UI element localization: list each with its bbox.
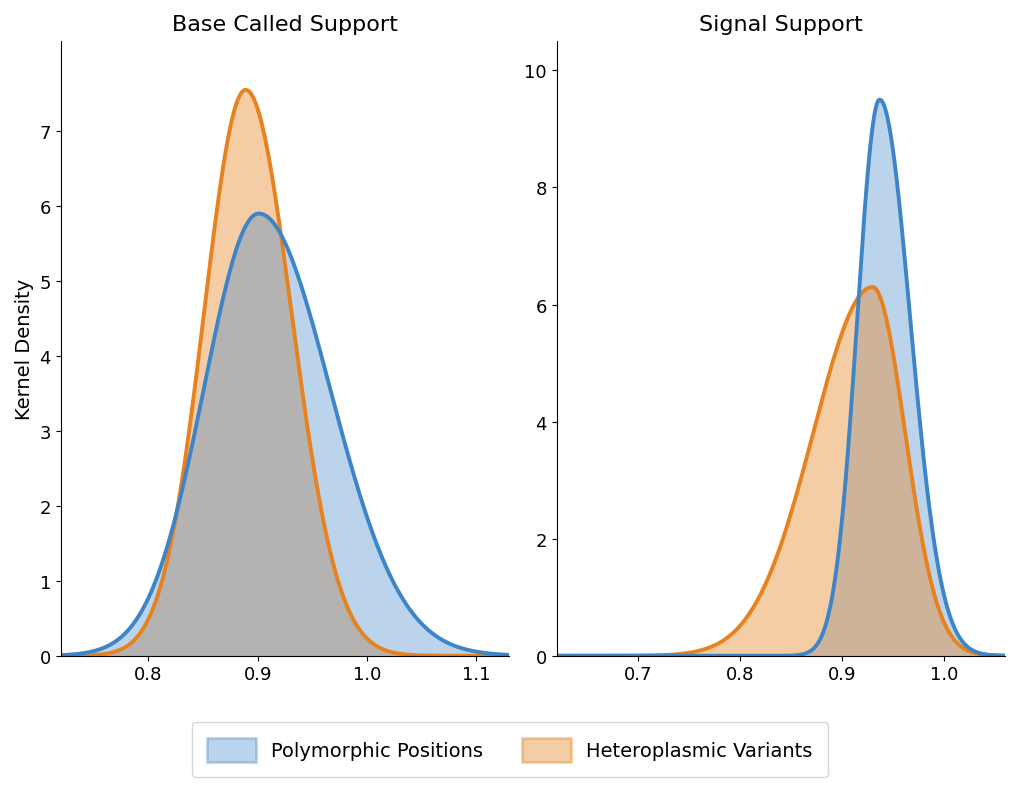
Legend: Polymorphic Positions, Heteroplasmic Variants: Polymorphic Positions, Heteroplasmic Var… bbox=[192, 723, 827, 777]
Title: Base Called Support: Base Called Support bbox=[172, 15, 397, 35]
Y-axis label: Kernel Density: Kernel Density bbox=[15, 279, 34, 419]
Title: Signal Support: Signal Support bbox=[698, 15, 862, 35]
